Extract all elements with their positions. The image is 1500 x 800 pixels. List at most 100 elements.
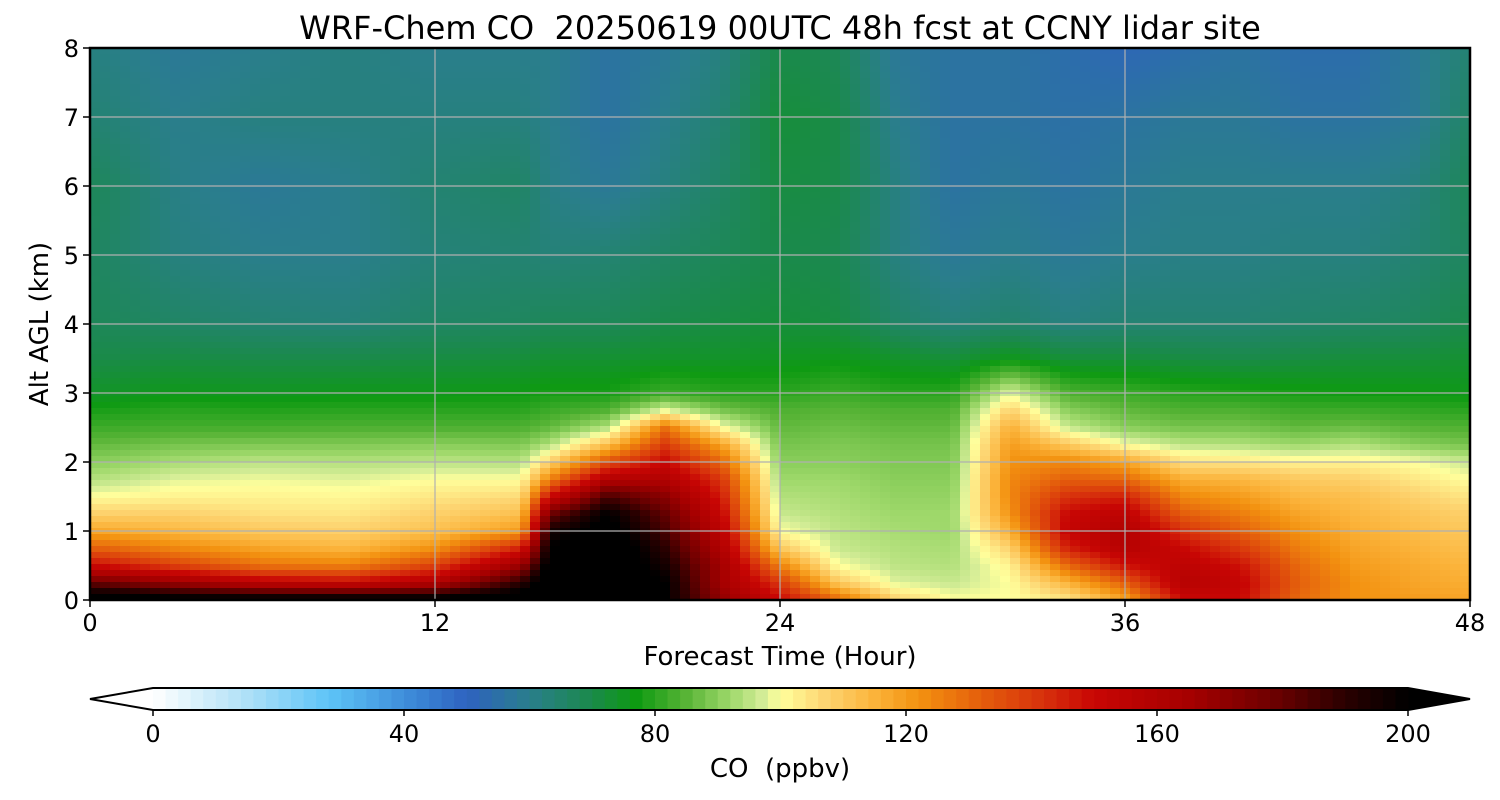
heatmap-cell <box>620 216 631 223</box>
heatmap-cell <box>520 138 531 145</box>
heatmap-cell <box>240 258 251 265</box>
heatmap-cell <box>1280 72 1291 79</box>
heatmap-cell <box>1230 54 1241 61</box>
heatmap-cell <box>740 240 751 247</box>
heatmap-cell <box>1190 204 1201 211</box>
heatmap-cell <box>260 96 271 103</box>
heatmap-cell <box>1180 204 1191 211</box>
heatmap-cell <box>330 222 341 229</box>
heatmap-cell <box>680 72 691 79</box>
heatmap-cell <box>1400 258 1411 265</box>
heatmap-cell <box>560 150 571 157</box>
heatmap-cell <box>390 258 401 265</box>
heatmap-cell <box>800 210 811 217</box>
heatmap-cell <box>1040 174 1051 181</box>
heatmap-cell <box>830 102 841 109</box>
heatmap-cell <box>180 102 191 109</box>
heatmap-cell <box>1140 84 1151 91</box>
heatmap-cell <box>1410 96 1421 103</box>
heatmap-cell <box>450 150 461 157</box>
heatmap-cell <box>920 240 931 247</box>
heatmap-cell <box>540 78 551 85</box>
heatmap-cell <box>980 240 991 247</box>
heatmap-cell <box>1240 216 1251 223</box>
heatmap-cell <box>260 126 271 133</box>
heatmap-cell <box>1380 180 1391 187</box>
heatmap-cell <box>700 168 711 175</box>
heatmap-cell <box>300 258 311 265</box>
heatmap-cell <box>980 66 991 73</box>
heatmap-cell <box>520 132 531 139</box>
heatmap-cell <box>1360 54 1371 61</box>
heatmap-cell <box>260 246 271 253</box>
heatmap-cell <box>650 234 661 241</box>
heatmap-cell <box>1140 48 1151 55</box>
heatmap-cell <box>740 108 751 115</box>
heatmap-cell <box>730 168 741 175</box>
heatmap-cell <box>920 222 931 229</box>
heatmap-cell <box>980 174 991 181</box>
heatmap-cell <box>340 60 351 67</box>
heatmap-cell <box>900 228 911 235</box>
heatmap-cell <box>350 192 361 199</box>
heatmap-cell <box>160 156 171 163</box>
heatmap-cell <box>850 96 861 103</box>
heatmap-cell <box>200 66 211 73</box>
heatmap-cell <box>940 156 951 163</box>
heatmap-cell <box>940 66 951 73</box>
heatmap-cell <box>190 96 201 103</box>
heatmap-cell <box>940 144 951 151</box>
heatmap-cell <box>220 126 231 133</box>
heatmap-cell <box>1020 228 1031 235</box>
heatmap-cell <box>390 186 401 193</box>
heatmap-cell <box>1280 108 1291 115</box>
heatmap-cell <box>780 174 791 181</box>
heatmap-cell <box>920 138 931 145</box>
heatmap-cell <box>1420 90 1431 97</box>
heatmap-cell <box>1020 144 1031 151</box>
heatmap-cell <box>180 120 191 127</box>
heatmap-cell <box>1150 174 1161 181</box>
heatmap-cell <box>1370 204 1381 211</box>
heatmap-cell <box>250 198 261 205</box>
heatmap-cell <box>450 180 461 187</box>
heatmap-cell <box>130 66 141 73</box>
heatmap-cell <box>350 210 361 217</box>
heatmap-cell <box>660 84 671 91</box>
heatmap-cell <box>1000 240 1011 247</box>
heatmap-cell <box>710 240 721 247</box>
heatmap-cell <box>670 192 681 199</box>
heatmap-cell <box>370 54 381 61</box>
heatmap-cell <box>820 48 831 55</box>
heatmap-cell <box>90 60 101 67</box>
heatmap-cell <box>1340 204 1351 211</box>
heatmap-cell <box>250 90 261 97</box>
heatmap-cell <box>810 144 821 151</box>
heatmap-cell <box>1170 138 1181 145</box>
heatmap-cell <box>750 240 761 247</box>
heatmap-cell <box>1430 90 1441 97</box>
heatmap-cell <box>1000 90 1011 97</box>
heatmap-cell <box>1430 150 1441 157</box>
heatmap-cell <box>1210 192 1221 199</box>
heatmap-cell <box>770 186 781 193</box>
heatmap-cell <box>300 186 311 193</box>
heatmap-cell <box>630 54 641 61</box>
heatmap-cell <box>320 168 331 175</box>
heatmap-cell <box>850 54 861 61</box>
heatmap-cell <box>1260 192 1271 199</box>
heatmap-cell <box>880 132 891 139</box>
heatmap-cell <box>890 120 901 127</box>
heatmap-cell <box>590 108 601 115</box>
heatmap-cell <box>1090 246 1101 253</box>
heatmap-cell <box>1350 258 1361 265</box>
heatmap-cell <box>1210 156 1221 163</box>
heatmap-cell <box>680 210 691 217</box>
heatmap-cells <box>90 48 1470 600</box>
heatmap-cell <box>1270 234 1281 241</box>
heatmap-cell <box>670 198 681 205</box>
heatmap-cell <box>1070 108 1081 115</box>
heatmap-cell <box>610 228 621 235</box>
heatmap-cell <box>940 126 951 133</box>
heatmap-cell <box>1180 234 1191 241</box>
